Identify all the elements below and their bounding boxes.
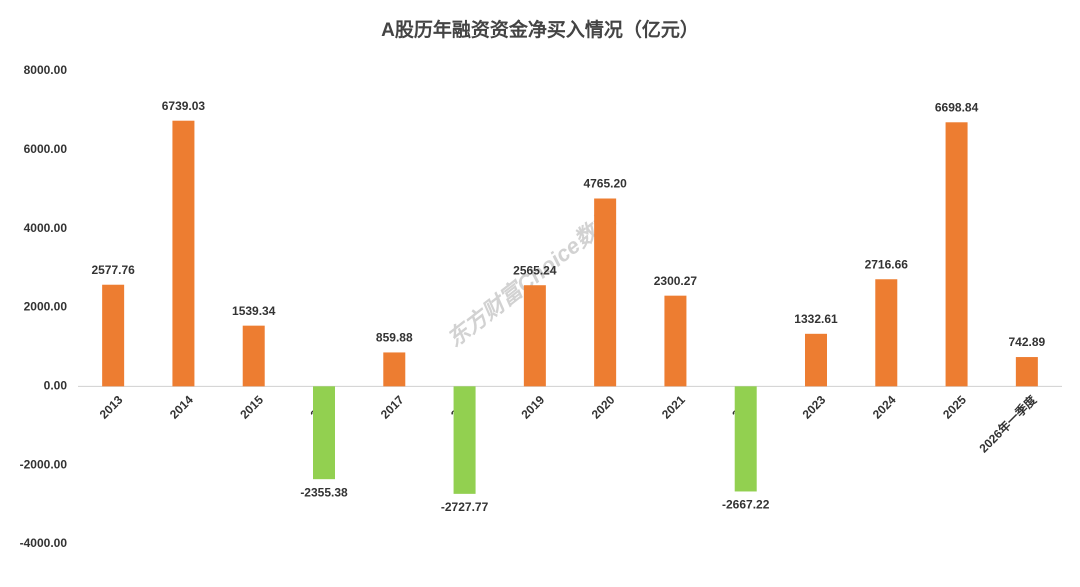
bar — [664, 295, 687, 387]
bar — [1015, 357, 1038, 387]
x-tick-label: 2014 — [167, 393, 196, 422]
y-tick-label: 6000.00 — [24, 142, 68, 156]
value-label: -2667.22 — [722, 498, 770, 512]
value-label: 742.89 — [1009, 335, 1046, 349]
value-label: 1332.61 — [794, 312, 838, 326]
y-tick-label: 0.00 — [44, 379, 68, 393]
bar — [805, 333, 827, 387]
value-label: -2727.77 — [441, 500, 489, 514]
bar — [594, 198, 617, 387]
bar — [734, 386, 757, 492]
value-label: 1539.34 — [232, 304, 276, 318]
bar — [102, 284, 125, 387]
x-tick-label: 2019 — [518, 393, 547, 422]
x-tick-label: 2021 — [659, 393, 688, 422]
value-label: 2577.76 — [91, 263, 135, 277]
x-tick-label: 2024 — [870, 393, 899, 422]
value-label: 6739.03 — [162, 99, 206, 113]
x-tick-label: 2026年一季度 — [976, 391, 1040, 455]
y-tick-label: -2000.00 — [20, 457, 68, 471]
chart-title: A股历年融资资金净买入情况（亿元） — [381, 18, 699, 41]
value-label: 6698.84 — [935, 100, 979, 114]
value-label: 859.88 — [376, 331, 413, 345]
x-tick-label: 2023 — [800, 393, 829, 422]
y-tick-label: 8000.00 — [24, 63, 68, 77]
bar — [523, 285, 546, 387]
value-label: 4765.20 — [583, 177, 627, 191]
bar — [383, 352, 406, 387]
value-label: 2300.27 — [654, 274, 698, 288]
x-tick-label: 2013 — [97, 393, 126, 422]
y-tick-label: 4000.00 — [24, 221, 68, 235]
bar — [945, 122, 968, 387]
bar — [313, 386, 335, 480]
value-label: 2565.24 — [513, 263, 557, 277]
x-tick-label: 2025 — [940, 393, 969, 422]
bar — [875, 279, 898, 387]
y-tick-label: 2000.00 — [24, 300, 68, 314]
bar — [242, 325, 265, 387]
value-label: 2716.66 — [865, 257, 909, 271]
x-tick-label: 2015 — [237, 393, 266, 422]
bar — [172, 120, 195, 387]
y-tick-label: -4000.00 — [20, 536, 68, 550]
x-tick-label: 2017 — [378, 393, 407, 422]
value-label: -2355.38 — [300, 485, 348, 499]
x-tick-label: 2020 — [589, 393, 618, 422]
bar — [453, 386, 476, 494]
